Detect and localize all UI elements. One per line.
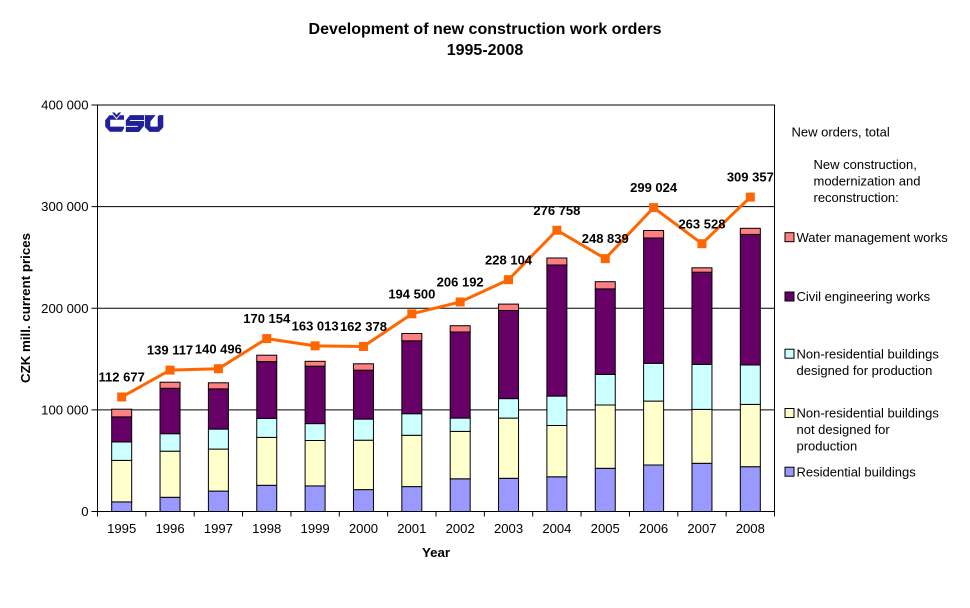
svg-text:163 013: 163 013 [292,318,339,333]
svg-text:1995-2008: 1995-2008 [447,42,524,59]
svg-text:309 357: 309 357 [727,170,774,185]
svg-text:194 500: 194 500 [388,286,435,301]
svg-text:not designed for: not designed for [797,422,891,437]
svg-text:1998: 1998 [252,521,281,536]
svg-text:300 000: 300 000 [41,199,88,214]
svg-text:139 117: 139 117 [147,343,193,358]
svg-text:100 000: 100 000 [41,402,88,417]
svg-text:2002: 2002 [446,521,475,536]
svg-text:263 528: 263 528 [678,216,725,231]
svg-text:112 677: 112 677 [99,370,145,385]
svg-text:Non-residential buildings: Non-residential buildings [797,346,940,361]
svg-text:206 192: 206 192 [437,275,484,290]
svg-text:Development of new constructio: Development of new construction work ord… [309,21,662,38]
svg-text:2008: 2008 [736,521,765,536]
svg-text:1997: 1997 [204,521,233,536]
svg-text:200 000: 200 000 [41,301,88,316]
svg-text:170 154: 170 154 [243,311,291,326]
svg-text:228 104: 228 104 [485,252,533,267]
svg-text:140 496: 140 496 [195,341,242,356]
svg-text:2003: 2003 [494,521,523,536]
svg-text:modernization and: modernization and [814,174,921,189]
svg-text:400 000: 400 000 [41,98,88,113]
svg-text:1996: 1996 [155,521,184,536]
svg-text:276 758: 276 758 [533,203,580,218]
svg-text:1995: 1995 [107,521,136,536]
svg-text:Residential buildings: Residential buildings [797,464,917,479]
svg-text:Civil engineering works: Civil engineering works [797,289,931,304]
svg-text:299 024: 299 024 [630,180,678,195]
svg-text:New orders, total: New orders, total [792,124,890,139]
svg-text:2000: 2000 [349,521,378,536]
svg-text:Water management works: Water management works [797,230,949,245]
svg-text:Non-residential buildings: Non-residential buildings [797,406,940,421]
svg-text:2006: 2006 [639,521,668,536]
svg-text:New construction,: New construction, [814,157,917,172]
svg-text:0: 0 [81,504,88,519]
svg-text:162 378: 162 378 [340,319,387,334]
svg-text:2007: 2007 [687,521,716,536]
svg-text:248 839: 248 839 [582,231,629,246]
svg-text:reconstruction:: reconstruction: [814,190,899,205]
svg-text:2001: 2001 [397,521,426,536]
svg-text:Year: Year [422,545,450,560]
svg-text:1999: 1999 [301,521,330,536]
svg-text:CZK mill. current prices: CZK mill. current prices [18,233,33,383]
svg-text:2005: 2005 [591,521,620,536]
svg-text:designed for production: designed for production [797,363,933,378]
svg-text:production: production [797,439,858,454]
svg-text:2004: 2004 [542,521,571,536]
